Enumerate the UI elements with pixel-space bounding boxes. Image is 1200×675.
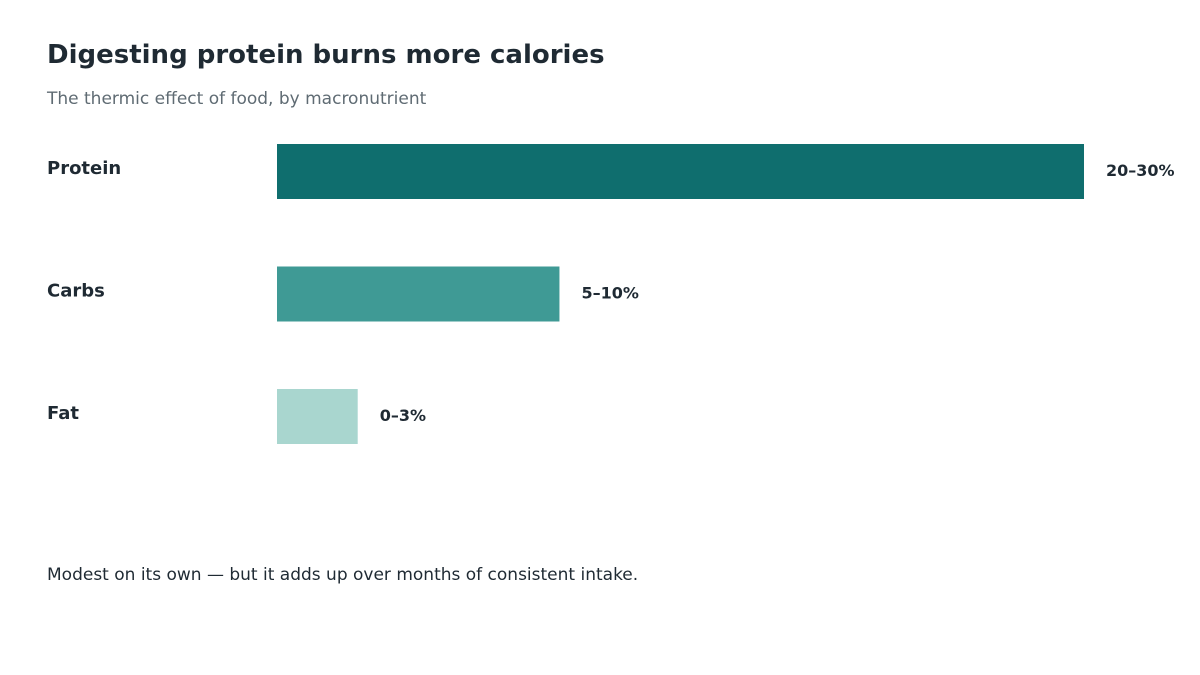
chart-subtitle: The thermic effect of food, by macronutr… [47,89,427,109]
chart-footnote: Modest on its own — but it adds up over … [47,565,639,585]
bar-carbs [277,266,560,322]
category-label-fat: Fat [47,403,79,424]
value-label-protein: 20–30% [1106,161,1175,180]
category-label-protein: Protein [47,158,121,179]
chart-title: Digesting protein burns more calories [47,40,605,70]
bar-fat [277,389,358,444]
value-label-fat: 0–3% [380,406,426,425]
bar-protein [277,144,1084,199]
value-label-carbs: 5–10% [581,284,638,303]
category-label-carbs: Carbs [47,281,105,302]
